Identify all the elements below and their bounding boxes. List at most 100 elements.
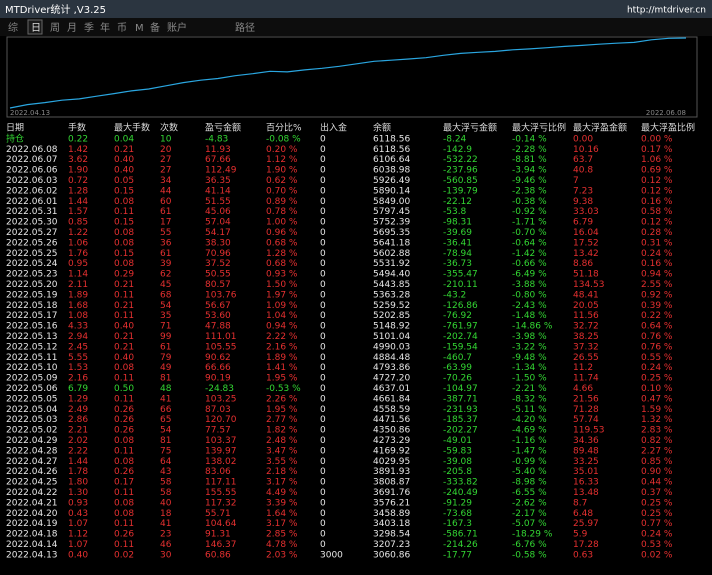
table-cell: 117.32 [205,498,237,508]
table-cell: -1.50 % [512,374,547,384]
table-cell: -2.62 % [512,498,547,508]
table-cell: 45.06 [205,207,231,217]
table-cell: -460.7 [443,353,472,363]
table-cell: 41.14 [205,186,231,196]
table-cell: 0.94 % [266,322,298,332]
table-cell: 1.68 [68,301,88,311]
table-cell: 0.53 % [641,540,673,550]
tab[interactable]: 综 [8,21,18,34]
chart-end-label: 2022.06.08 [646,109,686,117]
table-cell: 0 [320,228,326,238]
table-cell: 5.55 [68,353,88,363]
table-cell: 13.42 [573,249,599,259]
table-cell: 55 [160,228,171,238]
table-cell: 3458.89 [373,509,410,519]
tab-selected [27,19,43,35]
table-cell: -1.47 % [512,446,547,456]
table-cell: 0 [320,249,326,259]
table-cell: 0.76 % [641,332,673,342]
table-cell: -53.8 [443,207,467,217]
table-cell: 89.48 [573,446,599,456]
table-cell: 0 [320,176,326,186]
table-cell: 0 [320,457,326,467]
table-cell: 0.15 [114,249,134,259]
table-cell: -1.16 % [512,436,547,446]
table-cell: 4558.59 [373,405,410,415]
url[interactable]: http://mtdriver.cn [627,6,706,16]
tab[interactable]: 周 [50,22,60,34]
table-cell: 6.79 [68,384,88,394]
tab[interactable]: 账户 [167,21,187,34]
table-cell: 2022.05.12 [6,342,58,352]
table-cell: 1.14 [68,270,88,280]
table-cell: 64 [160,457,172,467]
table-cell: 0.43 [68,509,88,519]
table-cell: 2022.05.26 [6,238,58,248]
table-cell: -586.71 [443,530,478,540]
table-cell: 3207.23 [373,540,410,550]
table-cell: -5.40 % [512,467,547,477]
table-cell: 4884.48 [373,353,410,363]
table-cell: 0.29 [114,270,134,280]
table-cell: 8.7 [573,498,587,508]
table-cell: 6.48 [573,509,593,519]
table-cell: 0 [320,197,326,207]
tab[interactable]: 月 [67,22,77,34]
tab[interactable]: 路径 [235,21,255,34]
table-cell: -761.97 [443,322,478,332]
table-cell: 0.40 [114,166,134,176]
table-cell: 39 [160,259,172,269]
table-cell: 0 [320,394,326,404]
tab[interactable]: 年 [100,21,110,34]
table-cell: 9.38 [573,197,593,207]
table-cell: 5259.52 [373,301,410,311]
table-cell: 2022.05.17 [6,311,58,321]
table-cell: 6118.56 [373,145,410,155]
table-cell: 0.00 % [641,134,673,144]
table-cell: 2.77 % [266,415,298,425]
table-cell: 5752.39 [373,218,410,228]
table-cell: 111.01 [205,332,237,342]
table-cell: 146.37 [205,540,237,550]
tab[interactable]: 币 [117,22,127,34]
table-cell: -2.17 % [512,509,547,519]
table-cell: 0.17 [114,478,134,488]
table-cell: 1.78 [68,467,88,477]
tab[interactable]: 季 [84,22,94,34]
table-cell: 2022.05.06 [6,384,58,394]
table-cell: 1.09 % [266,301,298,311]
table-cell: 3.39 % [266,498,298,508]
table-cell: 16.04 [573,228,599,238]
table-cell: 2.03 % [266,550,298,560]
tab[interactable]: M [135,23,144,34]
table-cell: -91.29 [443,498,472,508]
table-cell: 0.77 % [641,519,673,529]
table-cell: 5797.45 [373,207,410,217]
tab[interactable]: 备 [150,21,160,34]
table-cell: 1.12 % [266,155,298,165]
table-cell: 1.59 % [641,405,673,415]
table-cell: 34 [160,176,172,186]
table-cell: 103.76 [205,290,237,300]
table-cell: 5494.40 [373,270,410,280]
table-cell: -36.41 [443,238,472,248]
table-cell: 0 [320,145,326,155]
table-cell: 0.89 % [266,197,298,207]
table-cell: 2022.05.18 [6,301,58,311]
table-cell: 0.44 % [641,478,673,488]
table-cell: -36.73 [443,259,472,269]
table-cell: 3.17 % [266,519,298,529]
table-cell: 1.53 [68,363,88,373]
tab[interactable]: 日 [31,23,41,34]
table-cell: -2.21 % [512,384,547,394]
table-cell: 5890.14 [373,186,410,196]
table-cell: 0.68 % [266,259,298,269]
table-cell: 2022.04.27 [6,457,58,467]
table-cell: 1.07 [68,540,88,550]
table-cell: -8.81 % [512,155,547,165]
table-cell: 5363.28 [373,290,410,300]
table-cell: 10.16 [573,145,599,155]
table-cell: 2.22 [68,446,88,456]
table-cell: 2022.05.27 [6,228,58,238]
table-cell: 0 [320,134,326,144]
